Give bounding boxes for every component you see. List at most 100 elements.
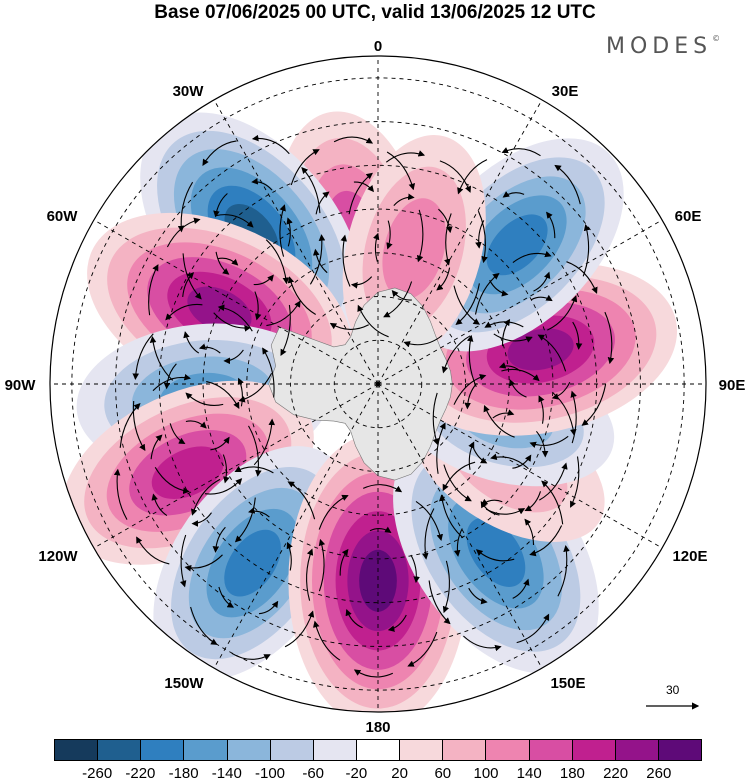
wind-vector xyxy=(604,311,615,365)
wind-vector xyxy=(570,456,580,508)
lon-label-150w: 150W xyxy=(164,675,204,692)
lon-label-30e: 30E xyxy=(552,83,579,100)
wind-vector xyxy=(183,331,200,354)
wind-vector xyxy=(213,312,252,332)
wind-vector xyxy=(184,554,223,572)
wind-vector xyxy=(212,526,226,553)
wind-vector xyxy=(468,441,475,470)
lon-label-180: 180 xyxy=(365,719,390,736)
meridian-line xyxy=(377,99,543,385)
wind-vector xyxy=(149,336,174,381)
wind-vector xyxy=(306,548,314,601)
wind-vector xyxy=(533,271,551,292)
reference-vector-arrow xyxy=(646,702,700,710)
wind-vector xyxy=(471,443,488,464)
wind-vector xyxy=(547,295,578,331)
wind-vector xyxy=(407,631,438,667)
colorbar-tick-label: 100 xyxy=(473,765,499,782)
colorbar-tick-label: 180 xyxy=(559,765,585,782)
wind-vector xyxy=(475,549,515,562)
wind-vector xyxy=(466,334,477,388)
wind-vector xyxy=(436,267,451,291)
wind-vector xyxy=(206,381,240,409)
wind-vector xyxy=(541,480,564,525)
colorbar-tick-label: -220 xyxy=(125,765,156,782)
latitude-circle xyxy=(290,296,466,472)
colorbar-segment xyxy=(485,740,529,760)
wind-vector xyxy=(455,283,480,325)
wind-vector xyxy=(442,461,476,492)
wind-vector xyxy=(215,251,230,275)
wind-vector xyxy=(215,214,254,228)
wind-vector xyxy=(231,652,271,661)
wind-vector xyxy=(502,191,525,198)
wind-vector xyxy=(286,541,293,571)
lon-label-120e: 120E xyxy=(672,548,707,565)
colorbar-segment xyxy=(97,740,141,760)
lon-label-60w: 60W xyxy=(47,208,79,225)
wind-vector xyxy=(385,150,426,163)
wind-vector xyxy=(386,220,393,250)
wind-vectors xyxy=(113,134,615,678)
wind-vector xyxy=(185,392,224,407)
wind-vector xyxy=(516,613,550,644)
wind-vector xyxy=(387,614,407,632)
wind-vector xyxy=(287,276,316,315)
wind-vector xyxy=(529,525,563,557)
wind-vector xyxy=(554,164,581,205)
wind-vector xyxy=(512,250,552,264)
wind-vector xyxy=(457,159,488,195)
colorbar-segment xyxy=(614,740,658,760)
colorbar-tick-label: -60 xyxy=(302,765,325,782)
lon-label-150e: 150E xyxy=(550,675,585,692)
reference-vector-value: 30 xyxy=(666,683,680,697)
colorbar-ticks: -260 -220 -180 -140 -100 -60 -20 20 60 100 140 180 2… xyxy=(0,765,750,783)
wind-vector xyxy=(280,304,291,356)
wind-vector xyxy=(477,210,488,264)
wind-vector xyxy=(179,534,187,588)
wind-vector xyxy=(373,232,380,262)
colorbar-tick-label: 60 xyxy=(434,765,452,782)
colorbar-tick-label: -180 xyxy=(168,765,199,782)
wind-vector xyxy=(223,349,244,365)
lon-label-120w: 120W xyxy=(38,548,78,565)
colorbar-tick-label: 140 xyxy=(516,765,542,782)
colorbar-segment xyxy=(442,740,486,760)
wind-vector xyxy=(136,536,170,565)
latitude-circle xyxy=(115,121,641,647)
wind-vector xyxy=(524,491,542,511)
wind-vector xyxy=(309,234,326,285)
meridian-line xyxy=(93,383,379,549)
colorbar-tick-label: 20 xyxy=(391,765,408,782)
wind-vector xyxy=(512,578,530,599)
wind-vector xyxy=(169,423,186,445)
wind-vector xyxy=(119,403,141,448)
wind-vector xyxy=(438,208,453,234)
wind-vector xyxy=(557,545,570,597)
colorbar-segment xyxy=(269,740,313,760)
wind-vector xyxy=(315,191,330,215)
wind-vector xyxy=(301,166,321,214)
wind-vector xyxy=(177,181,194,233)
wind-vector xyxy=(340,234,351,287)
wind-vector xyxy=(234,466,274,474)
wind-vector xyxy=(262,347,275,398)
colorbar-segment xyxy=(312,740,356,760)
colorbar-segment xyxy=(528,740,572,760)
wind-vector xyxy=(502,318,511,347)
wind-vector xyxy=(148,264,159,316)
wind-vector xyxy=(512,454,532,469)
wind-vector xyxy=(483,404,515,438)
wind-vector xyxy=(453,285,481,325)
wind-vector xyxy=(489,279,509,297)
colorbar-tick-label: -260 xyxy=(82,765,113,782)
wind-vector xyxy=(501,368,540,382)
colorbar-tick-label: -140 xyxy=(211,765,242,782)
wind-vector xyxy=(442,560,450,614)
wind-vector xyxy=(546,211,556,239)
wind-vector xyxy=(248,507,270,518)
wind-vector xyxy=(345,608,363,629)
wind-vector xyxy=(213,193,228,218)
lon-label-30w: 30W xyxy=(173,83,205,100)
wind-vector xyxy=(530,294,553,302)
